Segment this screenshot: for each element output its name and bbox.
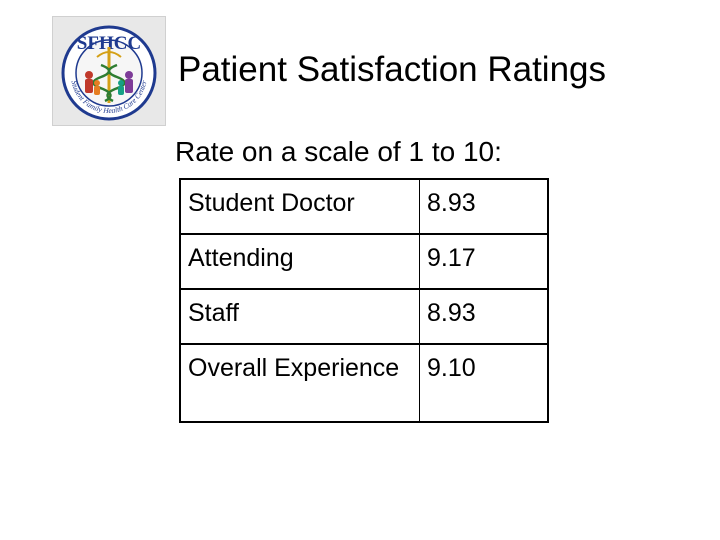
sfhcc-logo-graphic: SFHCC Student Family Health Care Center [61, 25, 157, 121]
table-row: Student Doctor 8.93 [179, 178, 549, 235]
rating-value: 8.93 [419, 288, 549, 345]
rating-value: 9.10 [419, 343, 549, 423]
ratings-table: Student Doctor 8.93 Attending 9.17 Staff… [179, 178, 549, 423]
table-row: Overall Experience 9.10 [179, 343, 549, 423]
rating-value: 8.93 [419, 178, 549, 235]
rating-value: 9.17 [419, 233, 549, 290]
rating-label: Staff [179, 288, 420, 345]
slide-subtitle: Rate on a scale of 1 to 10: [175, 136, 502, 167]
rating-label: Student Doctor [179, 178, 420, 235]
logo-wordmark: SFHCC [77, 33, 141, 54]
rating-label: Overall Experience [179, 343, 420, 423]
slide-title: Patient Satisfaction Ratings [178, 50, 607, 89]
table-row: Staff 8.93 [179, 288, 549, 345]
table-row: Attending 9.17 [179, 233, 549, 290]
rating-label: Attending [179, 233, 420, 290]
sfhcc-logo: SFHCC Student Family Health Care Center [52, 16, 166, 126]
